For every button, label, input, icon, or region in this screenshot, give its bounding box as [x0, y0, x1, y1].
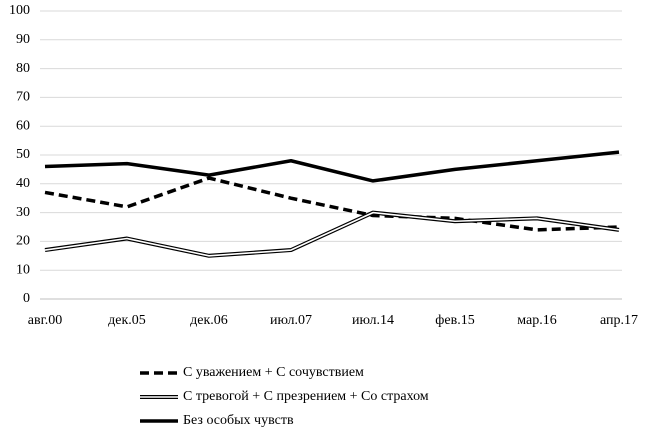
x-tick-label: дек.05 [108, 313, 146, 328]
series-line [44, 176, 620, 232]
y-tick-label: 40 [16, 176, 30, 191]
y-tick-label: 60 [16, 118, 30, 133]
x-tick-label: июл.14 [352, 313, 394, 328]
x-tick-label: фев.15 [435, 313, 474, 328]
x-tick-label: июл.07 [270, 313, 312, 328]
x-tick-label: апр.17 [600, 313, 638, 328]
y-tick-label: 0 [23, 291, 30, 306]
series-line-inner [44, 211, 620, 257]
y-tick-label: 30 [16, 205, 30, 220]
y-tick-label: 70 [16, 90, 30, 105]
y-tick-label: 80 [16, 61, 30, 76]
y-tick-label: 10 [16, 262, 30, 277]
x-tick-label: мар.16 [517, 313, 556, 328]
legend-label: С тревогой + С презрением + Со страхом [183, 389, 429, 404]
y-tick-label: 90 [16, 32, 30, 47]
legend-label: С уважением + С сочувствием [183, 365, 364, 380]
y-tick-label: 20 [16, 234, 30, 249]
y-tick-label: 50 [16, 147, 30, 162]
series-line [44, 150, 620, 183]
legend-label: Без особых чувств [183, 413, 294, 428]
y-tick-label: 100 [9, 3, 30, 18]
x-tick-label: дек.06 [190, 313, 228, 328]
x-tick-label: авг.00 [28, 313, 63, 328]
